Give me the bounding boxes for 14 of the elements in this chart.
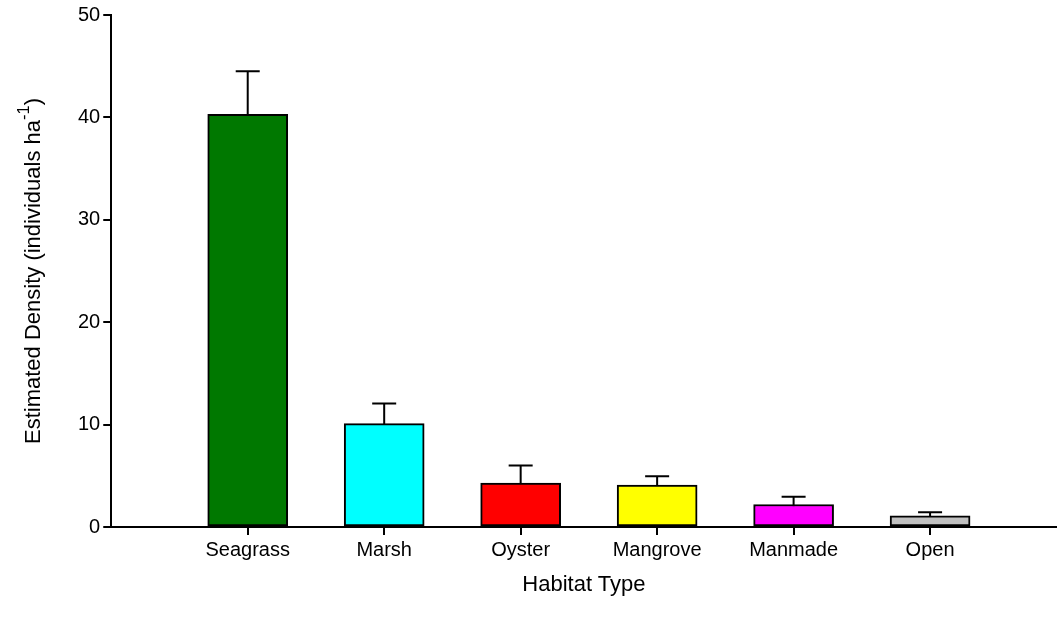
y-tick-label: 40 xyxy=(78,104,101,127)
x-axis-title: Habitat Type xyxy=(522,571,646,597)
x-tick-label: Marsh xyxy=(356,537,412,560)
x-tick-label: Oyster xyxy=(491,537,551,560)
y-axis-title: Estimated Density (individuals ha-1) xyxy=(13,97,46,445)
y-tick-label: 50 xyxy=(78,2,101,25)
y-tick-label: 0 xyxy=(89,514,101,537)
y-tick-label: 30 xyxy=(78,207,101,230)
y-tick-label: 20 xyxy=(78,309,101,332)
x-tick-label: Manmade xyxy=(749,537,839,560)
y-tick-label: 10 xyxy=(78,412,101,435)
x-tick-label: Seagrass xyxy=(205,537,290,560)
x-tick-label: Open xyxy=(905,537,955,560)
x-tick-label: Mangrove xyxy=(612,537,702,560)
